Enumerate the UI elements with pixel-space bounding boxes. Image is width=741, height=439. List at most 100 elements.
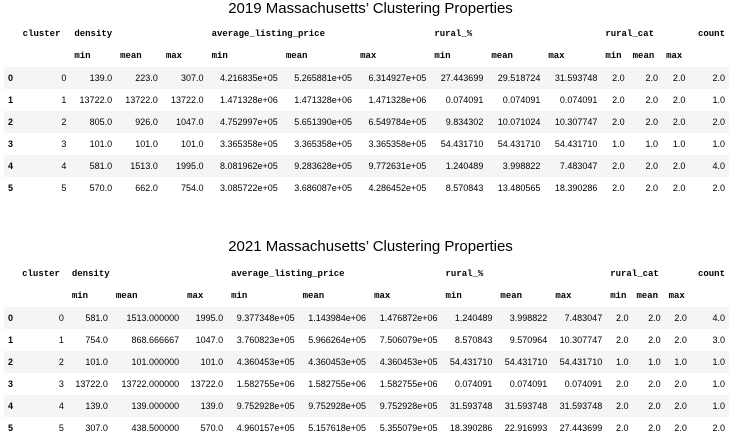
table-cell: 1.0 bbox=[712, 139, 725, 149]
table-cell: 9.834302 bbox=[430, 111, 488, 133]
table-cell: 7.483047 bbox=[551, 307, 607, 329]
table-cell: 0.074091 bbox=[454, 379, 493, 389]
row-index-cell: 2 bbox=[4, 351, 19, 373]
table-cell: 2.0 bbox=[612, 183, 625, 193]
row-index-cell: 5 bbox=[8, 423, 14, 433]
column-group-header: density bbox=[74, 29, 113, 39]
table-cell: 1.0 bbox=[612, 139, 625, 149]
row-index-cell: 0 bbox=[4, 67, 19, 89]
table-cell: 2.0 bbox=[674, 335, 687, 345]
table-cell: 2.0 bbox=[615, 379, 629, 389]
table-cell: 2.0 bbox=[632, 395, 665, 417]
table-cell: 1047.0 bbox=[195, 335, 224, 345]
table-cell: 139.0 bbox=[67, 395, 112, 417]
header-row-stats: min mean max min mean max min mean max min mean max bbox=[4, 285, 729, 307]
header-row-groups: cluster density average_listing_price rural… bbox=[4, 263, 729, 285]
table-cell: 9.752928e+05 bbox=[298, 395, 371, 417]
stat-header-cell: min bbox=[74, 51, 91, 61]
table-cell: 7.506079e+05 bbox=[379, 335, 438, 345]
table-cell: 3.365358e+05 bbox=[220, 139, 278, 149]
table-cell: 307.0 bbox=[161, 67, 208, 89]
table-cell: 1.240489 bbox=[430, 155, 488, 177]
row-index-cell: 1 bbox=[8, 335, 14, 345]
table-cell: 13722.0 bbox=[75, 379, 108, 389]
table-cell: 2.0 bbox=[712, 183, 725, 193]
table-cell: 1.0 bbox=[606, 351, 633, 373]
header-row-groups: cluster density average_listing_price rural… bbox=[4, 23, 729, 45]
row-index-cell: 3 bbox=[8, 379, 14, 389]
stat-header-cell: min bbox=[605, 51, 622, 61]
table-cell: 1995.0 bbox=[183, 307, 228, 329]
table-cell: 3 bbox=[61, 139, 67, 149]
table-cell: 2 bbox=[18, 111, 71, 133]
empty-header-cell bbox=[689, 45, 729, 67]
index-header-cell bbox=[4, 263, 18, 285]
table-cell: 101.0 bbox=[67, 351, 112, 373]
table-cell: 1047.0 bbox=[161, 111, 208, 133]
table-cell: 2.0 bbox=[662, 155, 690, 177]
table-cell: 754.0 bbox=[181, 183, 204, 193]
table-cell: 1.471328e+06 bbox=[368, 95, 427, 105]
table-cell: 1.476872e+06 bbox=[370, 307, 442, 329]
table-cell: 3.998822 bbox=[496, 307, 552, 329]
table-cell: 6.549784e+05 bbox=[356, 111, 431, 133]
table-cell: 0 bbox=[18, 307, 68, 329]
table-cell: 223.0 bbox=[116, 67, 162, 89]
table-cell: 4.360453e+05 bbox=[298, 351, 371, 373]
table-cell: 581.0 bbox=[70, 155, 117, 177]
table-cell: 2.0 bbox=[664, 395, 691, 417]
table-cell: 4.360453e+05 bbox=[227, 351, 299, 373]
table-cell: 1.240489 bbox=[441, 307, 497, 329]
table-cell: 1.0 bbox=[712, 379, 725, 389]
column-group-header: cluster bbox=[22, 269, 60, 279]
table-cell: 10.071024 bbox=[487, 111, 545, 133]
table-cell: 18.390286 bbox=[554, 183, 598, 193]
column-group-header: rural_% bbox=[445, 269, 484, 279]
table-cell: 139.0 bbox=[183, 395, 228, 417]
table-cell: 2.0 bbox=[672, 183, 686, 193]
table-cell: 5.966264e+05 bbox=[308, 335, 367, 345]
table-cell: 1.0 bbox=[690, 395, 729, 417]
table-row: 1 1 754.0 868.666667 1047.0 3.760823e+05 5.966… bbox=[4, 329, 729, 351]
table-cell: 101.0 bbox=[89, 139, 113, 149]
table-cell: 101.0 bbox=[183, 351, 228, 373]
table-cell: 0.074091 bbox=[559, 95, 598, 105]
table-cell: 2.0 bbox=[606, 395, 633, 417]
table-cell: 2.0 bbox=[645, 183, 659, 193]
row-index-cell: 5 bbox=[8, 183, 14, 193]
table-cell: 5.651390e+05 bbox=[281, 111, 357, 133]
row-index-cell: 3 bbox=[8, 139, 14, 149]
table-row: 5 5 570.0 662.0 754.0 3.085722e+05 3.686087e+0… bbox=[4, 177, 729, 199]
table-cell: 0.074091 bbox=[445, 95, 484, 105]
table-cell: 570.0 bbox=[89, 183, 113, 193]
table-cell: 1.0 bbox=[645, 139, 659, 149]
stat-header-cell: mean bbox=[500, 291, 523, 301]
table-title-2021: 2021 Massachusetts’ Clustering Propertie… bbox=[228, 238, 513, 255]
table-cell: 2.0 bbox=[606, 307, 633, 329]
table-cell: 9.377348e+05 bbox=[227, 307, 299, 329]
table-row: 1 1 13722.0 13722.0 13722.0 1.471328e+06 1.471… bbox=[4, 89, 729, 111]
table-cell: 581.0 bbox=[67, 307, 112, 329]
table-cell: 868.666667 bbox=[131, 335, 180, 345]
table-cell: 926.0 bbox=[116, 111, 162, 133]
table-cell: 5.157618e+05 bbox=[308, 423, 367, 433]
table-cell: 3.0 bbox=[712, 335, 725, 345]
table-cell: 9.752928e+05 bbox=[227, 395, 299, 417]
table-cell: 54.431710 bbox=[441, 351, 497, 373]
table-cell: 570.0 bbox=[200, 423, 224, 433]
table-cell: 2.0 bbox=[615, 335, 629, 345]
table-cell: 8.570843 bbox=[454, 335, 493, 345]
table-cell: 4.0 bbox=[690, 307, 729, 329]
table-cell: 2.0 bbox=[662, 67, 690, 89]
table-row: 4 4 581.0 1513.0 1995.0 8.081962e+05 9.283628e… bbox=[4, 155, 729, 177]
table-cell: 13.480565 bbox=[497, 183, 541, 193]
table-cell: 3.760823e+05 bbox=[236, 335, 295, 345]
stat-header-cell: max bbox=[555, 291, 572, 301]
table-cell: 3.998822 bbox=[487, 155, 545, 177]
column-group-header: cluster bbox=[22, 29, 61, 39]
table-cell: 1995.0 bbox=[161, 155, 208, 177]
empty-header-cell bbox=[691, 285, 729, 307]
table-cell: 2.0 bbox=[645, 95, 659, 105]
table-cell: 5 bbox=[58, 423, 64, 433]
index-header-cell bbox=[4, 45, 19, 67]
